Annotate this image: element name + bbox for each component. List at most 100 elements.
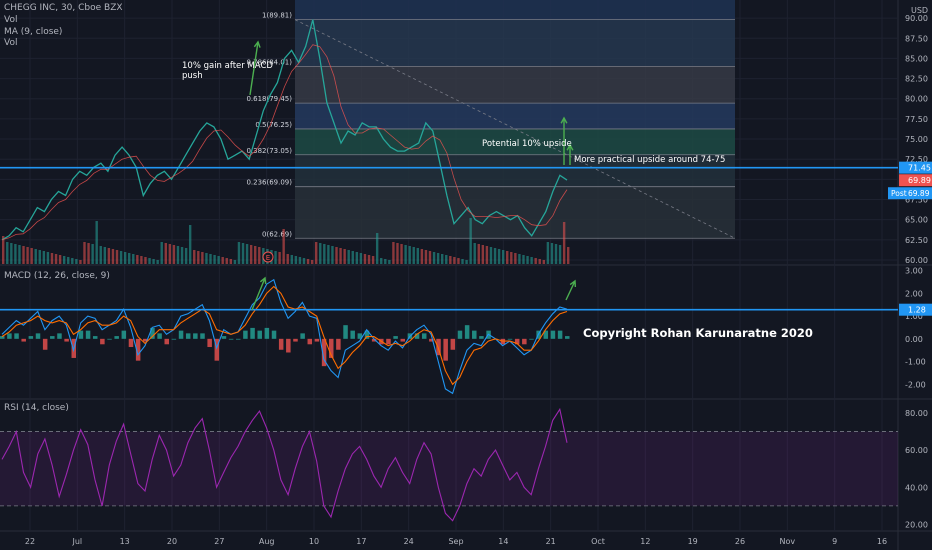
volume-bar (359, 253, 363, 264)
volume-bar (363, 254, 367, 264)
macd-histogram-bar (472, 330, 477, 339)
volume-bar (30, 248, 33, 264)
macd-histogram-bar (135, 338, 141, 361)
volume-bar (302, 258, 306, 264)
volume-bar (510, 252, 513, 264)
x-tick-label: Nov (780, 537, 796, 546)
currency-label: USD (911, 6, 929, 15)
symbol-title[interactable]: CHEGG INC, 30, Cboe BZX (4, 3, 123, 13)
volume-bar (522, 255, 525, 264)
arrow-macd-push-price (249, 41, 259, 96)
volume-bar (562, 222, 566, 264)
volume-bar (404, 245, 407, 264)
macd-histogram-bar (514, 338, 520, 345)
rsi-pane (0, 407, 898, 522)
macd-histogram-bar (414, 333, 420, 339)
macd-histogram-bar (0, 336, 5, 339)
volume-bar (42, 251, 46, 264)
signal-line (1, 285, 568, 386)
volume-bar (428, 251, 432, 264)
macd-histogram-bar (207, 338, 212, 348)
volume-bar (14, 244, 17, 264)
x-tick-label: 14 (498, 537, 508, 546)
volume-bar (83, 242, 86, 264)
fib-zone-band (295, 0, 735, 20)
x-tick-label: 12 (640, 537, 650, 546)
volume-bar (184, 248, 188, 264)
legend-vol-2[interactable]: Vol (4, 38, 18, 48)
volume-bar (67, 257, 70, 264)
arrow-macd-push (251, 277, 266, 311)
price-tick-label: 77.50 (905, 115, 928, 124)
volume-bar (469, 218, 472, 264)
volume-bar (87, 243, 90, 264)
macd-histogram-bar (522, 338, 527, 345)
x-tick-label: 16 (877, 537, 887, 546)
volume-bar (538, 259, 541, 264)
copyright-text: Copyright Rohan Karunaratne 2020 (583, 326, 813, 340)
volume-bar (286, 254, 289, 264)
fib-level-label: 0(62.69) (262, 230, 292, 238)
volume-bar (335, 247, 338, 264)
volume-bar (71, 258, 74, 264)
price-tick-label: 60.00 (905, 256, 928, 265)
last-price-text: 69.89 (908, 176, 931, 185)
volume-bar (392, 242, 395, 264)
macd-histogram-bar (42, 338, 48, 350)
level-tag (899, 161, 932, 174)
volume-bar (193, 250, 196, 264)
x-tick-label: 20 (167, 537, 177, 546)
macd-tick-label: 3.00 (905, 267, 923, 276)
macd-level-text: 1.28 (908, 306, 926, 315)
macd-histogram-bar (400, 338, 406, 342)
macd-histogram-bar (565, 336, 570, 339)
rsi-legend[interactable]: RSI (14, close) (4, 403, 69, 413)
legend-ma[interactable]: MA (9, close) (4, 27, 63, 37)
volume-bar (489, 247, 493, 264)
volume-bar (205, 253, 208, 264)
macd-histogram-bar (300, 333, 305, 339)
macd-histogram-bar (293, 338, 298, 342)
volume-bar (449, 256, 452, 264)
macd-histogram-bar (557, 330, 563, 339)
macd-tick-label: 2.00 (905, 289, 923, 298)
volume-bar (514, 253, 517, 264)
volume-bar (188, 225, 192, 264)
last-price-tag (899, 174, 932, 187)
volume-bar (164, 243, 167, 264)
macd-histogram-bar (121, 330, 127, 339)
annotation-macd-push-line: 10% gain after MACD (182, 61, 273, 71)
macd-histogram-bar (350, 330, 355, 339)
volume-bar (485, 246, 489, 264)
level-tag-text: 71.45 (908, 164, 931, 173)
macd-legend[interactable]: MACD (12, 26, close, 9) (4, 271, 110, 281)
fib-level-label: 0.5(76.25) (255, 121, 292, 129)
macd-histogram-bar (364, 330, 370, 339)
volume-bar (213, 255, 216, 264)
macd-histogram-bar (479, 336, 484, 339)
volume-bar (554, 244, 558, 264)
macd-histogram-bar (178, 330, 184, 339)
macd-histogram-bar (436, 338, 441, 356)
volume-bar (225, 258, 228, 264)
macd-histogram-bar (357, 333, 363, 339)
volume-bar (160, 242, 163, 264)
volume-bar (144, 257, 147, 264)
macd-histogram-bar (464, 325, 470, 339)
volume-bar (310, 260, 314, 264)
volume-bar (343, 249, 346, 264)
volume-bar (396, 243, 399, 264)
arrow-practical-upside-head (566, 143, 574, 151)
volume-bar (107, 248, 111, 264)
volume-bar (58, 255, 62, 264)
volume-bar (351, 251, 354, 264)
legend-vol[interactable]: Vol (4, 15, 18, 25)
x-tick-label: 17 (356, 537, 366, 546)
volume-bar (10, 243, 13, 264)
volume-bar (567, 247, 570, 264)
volume-bar (79, 260, 82, 264)
price-tick-label: 72.50 (905, 155, 928, 164)
annotation-macd-push: 10% gain after MACD push (182, 61, 273, 81)
fib-level-label: 1(89.81) (262, 12, 292, 20)
macd-histogram-bar (386, 338, 391, 345)
